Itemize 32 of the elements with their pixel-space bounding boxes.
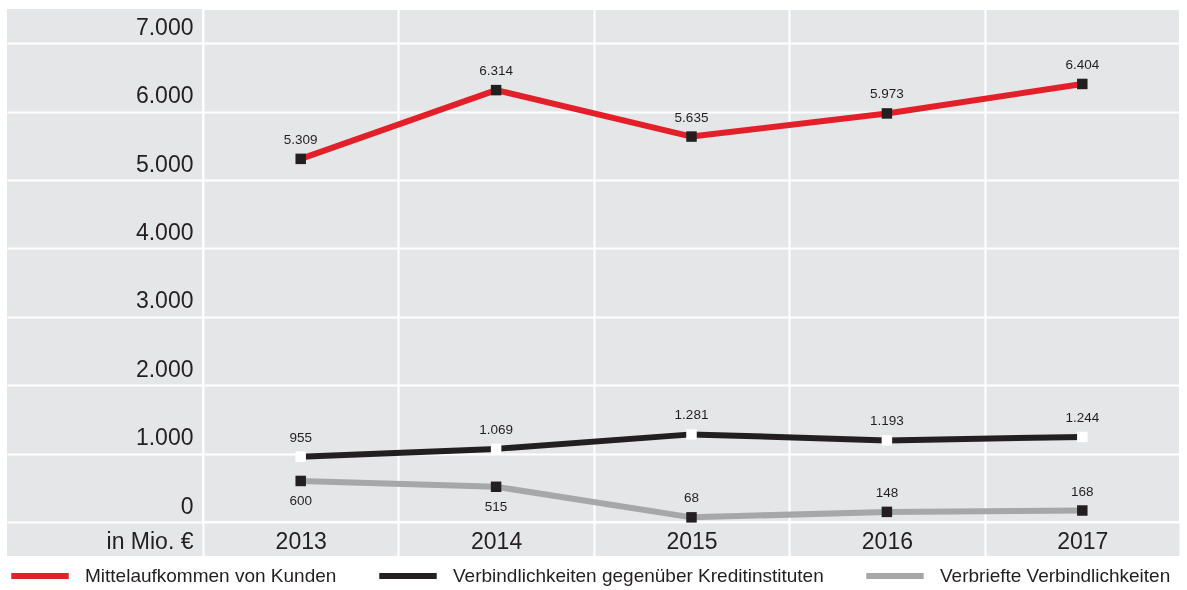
y-tick-label: 1.000 [135,424,194,451]
legend-label: Mittelaufkommen von Kunden [85,565,337,586]
data-label: 68 [683,490,700,506]
y-tick-label: 7.000 [135,13,194,40]
x-tick-label: 2014 [471,527,523,554]
data-label: 148 [875,484,899,500]
x-tick-label: 2016 [861,527,913,554]
data-label: 1.193 [870,413,904,429]
data-label: 6.314 [479,63,514,79]
data-label: 5.309 [283,131,318,147]
x-tick-label: 2015 [666,527,718,554]
legend-label: Verbriefte Verbindlichkeiten [940,565,1171,586]
data-label: 955 [289,429,312,445]
y-tick-label: 5.000 [135,150,194,177]
data-label: 515 [484,498,508,514]
data-label: 168 [1071,483,1094,499]
y-tick-label: 3.000 [135,287,194,314]
x-tick-label: 2013 [275,527,327,554]
y-tick-label: 2.000 [135,355,194,382]
y-tick-label: 4.000 [135,218,194,245]
data-label: 1.069 [479,421,513,437]
legend-label: Verbindlichkeiten gegenüber Kreditinstituten [453,565,824,586]
data-label: 6.404 [1065,56,1100,72]
y-tick-label: 0 [180,492,194,519]
y-tick-label: 6.000 [135,82,194,109]
x-tick-label: 2017 [1057,527,1109,554]
y-axis-title: in Mio. € [106,527,194,554]
data-label: 5.635 [674,109,709,125]
data-label: 1.281 [674,407,709,423]
data-label: 5.973 [870,86,904,102]
data-label: 1.244 [1065,409,1100,425]
data-label: 600 [289,492,312,508]
